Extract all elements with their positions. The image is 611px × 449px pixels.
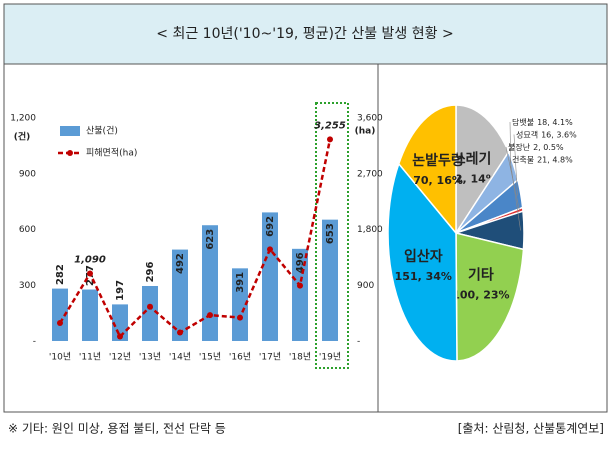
y2-axis-label: (ha)	[355, 127, 376, 137]
chart-frame	[3, 63, 608, 413]
slice-name: 건축물	[512, 154, 534, 164]
slice-label: 담뱃불 18, 4.1%	[512, 117, 573, 127]
header-title: < 최근 10년('10~'19, 평균)간 산불 발생 현황 >	[156, 26, 453, 42]
y-tick-label: 600	[19, 225, 36, 235]
footnote: ※ 기타: 원인 미상, 용접 불티, 전선 단락 등	[8, 422, 226, 436]
leader-line	[509, 159, 521, 231]
slice-value: 100, 23%	[452, 289, 509, 302]
line-marker	[327, 136, 333, 143]
bar	[202, 225, 218, 341]
x-tick-label: '17년	[259, 352, 281, 363]
data-label: 1,090	[74, 254, 106, 265]
x-tick-label: '15년	[199, 352, 221, 363]
data-label: 197	[115, 280, 126, 301]
legend-swatch	[67, 150, 73, 156]
line-marker	[297, 282, 303, 289]
slice-label: 논밭두렁	[412, 152, 464, 169]
y-axis-label: (건)	[14, 131, 31, 143]
slice-value: 70, 16%	[413, 174, 463, 187]
slice-value: 18, 4.1%	[537, 118, 573, 127]
slice-value: 21, 4.8%	[537, 155, 573, 164]
slice-name: 담뱃불	[512, 117, 534, 127]
legend-label: 피해면적(ha)	[86, 147, 137, 159]
slice-label: 성묘객 16, 3.6%	[516, 129, 577, 139]
x-tick-label: '12년	[109, 352, 131, 363]
line-marker	[57, 320, 63, 327]
pie-slice	[455, 232, 525, 362]
y-tick-label: 300	[19, 281, 36, 291]
slice-label: 기타	[468, 268, 494, 284]
data-label: 282	[55, 264, 66, 285]
slice-name: 성묘객	[516, 129, 538, 139]
y-tick-label: -	[33, 337, 36, 347]
line-marker	[237, 314, 243, 321]
line-marker	[117, 333, 123, 340]
line-marker	[147, 303, 153, 310]
bar	[142, 285, 158, 341]
bar	[322, 219, 338, 341]
leader-line	[509, 121, 512, 169]
line-marker	[267, 246, 273, 253]
data-label: 391	[235, 272, 246, 293]
x-tick-label: '11년	[79, 352, 101, 363]
slice-label: 쓰레기	[453, 151, 492, 167]
y2-tick-label: 3,600	[357, 114, 383, 124]
bar	[112, 304, 128, 341]
line-marker	[87, 270, 93, 277]
data-label: 496	[295, 252, 306, 273]
bar	[52, 288, 68, 341]
highlight-box	[315, 102, 349, 369]
slice-label: 입산자	[404, 248, 443, 265]
header-band	[3, 3, 608, 65]
leader-line	[513, 134, 518, 196]
x-tick-label: '13년	[139, 352, 161, 363]
data-label: 653	[325, 223, 336, 244]
slice-value: 151, 34%	[395, 270, 452, 283]
x-tick-label: '14년	[169, 352, 191, 363]
data-label: 3,255	[314, 120, 346, 131]
bar	[172, 249, 188, 341]
y-tick-label: 1,200	[10, 114, 36, 124]
pie-slice	[397, 104, 457, 236]
y2-tick-label: -	[357, 337, 360, 347]
data-label: 623	[205, 229, 216, 250]
bar	[82, 289, 98, 341]
pie-slice	[387, 162, 458, 362]
y2-tick-label: 900	[357, 281, 374, 291]
slice-label: 불장난 2, 0.5%	[508, 142, 564, 152]
pie-slice	[455, 104, 510, 236]
x-tick-label: '19년	[319, 352, 341, 363]
slice-value: 62, 14%	[447, 172, 497, 185]
bar	[232, 268, 248, 341]
x-tick-label: '10년	[49, 352, 71, 363]
y2-tick-label: 1,800	[357, 225, 383, 235]
legend-swatch	[60, 126, 80, 136]
y-tick-label: 900	[19, 169, 36, 179]
source: [출처: 산림청, 산불통계연보]	[458, 422, 604, 436]
bar	[262, 212, 278, 341]
slice-value: 2, 0.5%	[533, 143, 564, 152]
slice-value: 16, 3.6%	[541, 130, 577, 139]
x-tick-label: '16년	[229, 352, 251, 363]
data-label: 296	[145, 262, 156, 283]
y2-tick-label: 2,700	[357, 169, 383, 179]
x-tick-label: '18년	[289, 352, 311, 363]
line	[58, 139, 332, 339]
slice-label: 건축물 21, 4.8%	[512, 154, 573, 164]
line-marker	[207, 312, 213, 319]
data-label: 692	[265, 216, 276, 237]
data-label: 492	[175, 253, 186, 274]
line-marker	[177, 329, 183, 336]
slice-name: 불장난	[508, 142, 531, 152]
legend-label: 산불(건)	[86, 126, 118, 137]
